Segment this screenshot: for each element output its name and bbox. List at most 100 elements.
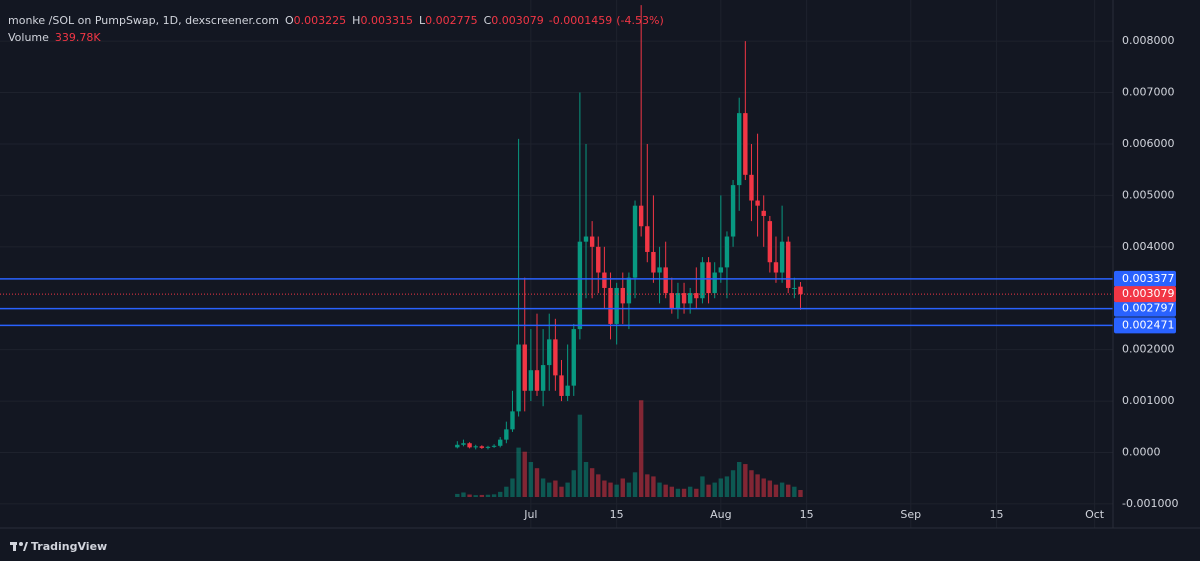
x-tick-label: Oct <box>1085 508 1105 521</box>
legend-header: monke /SOL on PumpSwap, 1D, dexscreener.… <box>8 14 664 44</box>
volume-bar <box>669 486 674 497</box>
volume-bar <box>743 464 748 497</box>
candle-body <box>638 205 644 227</box>
candle-body <box>730 185 736 237</box>
ohlc-key: H <box>352 14 360 27</box>
logo-mark <box>19 542 23 546</box>
candle-body <box>700 262 705 299</box>
candle-body <box>749 174 754 201</box>
volume-bar <box>455 493 460 497</box>
volume-bar <box>559 486 564 497</box>
candle-body <box>761 210 766 216</box>
volume-bar <box>645 474 650 497</box>
volume-bar <box>583 462 589 497</box>
x-tick-label: Sep <box>900 508 921 521</box>
candle-body <box>455 444 460 448</box>
volume-bar <box>730 470 736 497</box>
candle-body <box>510 411 515 430</box>
candle-body <box>540 365 546 391</box>
candle-body <box>565 385 570 396</box>
branding: TradingView <box>31 540 107 553</box>
price-line-label: 0.002797 <box>1122 302 1175 315</box>
volume-bar <box>540 478 546 497</box>
ohlc-value: 0.002775 <box>425 14 478 27</box>
y-tick-label: 0.001000 <box>1122 394 1175 407</box>
volume-bar <box>491 494 497 497</box>
candle-body <box>773 262 779 273</box>
y-tick-label: 0.002000 <box>1122 343 1175 356</box>
candle-body <box>602 272 607 288</box>
volume-bar <box>547 482 552 497</box>
y-tick-label: 0.004000 <box>1122 240 1175 253</box>
volume-bar <box>626 482 632 497</box>
candle-body <box>534 370 540 391</box>
price-line-badge <box>1114 270 1176 287</box>
volume-bar <box>608 482 613 497</box>
ohlc-value: 0.003315 <box>360 14 413 27</box>
volume-bar <box>773 484 779 497</box>
candle-body <box>522 344 527 391</box>
volume-bar <box>504 486 509 497</box>
volume-bar <box>528 462 534 497</box>
logo: TradingView <box>10 540 107 553</box>
volume-bar <box>761 478 766 497</box>
header-line: monke /SOL on PumpSwap, 1D, dexscreener.… <box>8 14 664 27</box>
candle-body <box>767 221 773 263</box>
volume-bar <box>779 482 785 497</box>
volume-bar <box>522 451 527 497</box>
candle-body <box>694 293 699 299</box>
y-tick-label: 0.008000 <box>1122 34 1175 47</box>
candle-body <box>491 445 497 447</box>
price-line-badge <box>1114 317 1176 334</box>
candle-body <box>504 429 509 440</box>
volume-bar <box>712 482 717 497</box>
candle-body <box>596 246 601 273</box>
candle-body <box>577 241 583 330</box>
x-tick-label: Jul <box>523 508 537 521</box>
volume-bar <box>534 468 540 497</box>
y-tick-label: 0.0000 <box>1122 445 1161 458</box>
candle-body <box>798 286 803 295</box>
volume-bar <box>651 476 656 497</box>
y-tick-label: 0.005000 <box>1122 188 1175 201</box>
change: -0.0001459 <box>549 14 612 27</box>
volume-bar <box>620 478 625 497</box>
candle-body <box>792 287 797 289</box>
chart-title: monke /SOL on PumpSwap, 1D, dexscreener.… <box>8 14 279 27</box>
x-tick-label: 15 <box>990 508 1004 521</box>
ohlc-key: L <box>419 14 426 27</box>
candle-body <box>467 443 472 448</box>
candle-body <box>589 236 595 247</box>
volume-bar <box>694 488 699 497</box>
volume-bar <box>498 491 503 497</box>
volume-bar <box>798 490 803 497</box>
candle-body <box>712 272 717 294</box>
change-pct: (-4.53%) <box>616 14 664 27</box>
grid <box>0 0 1113 528</box>
candle-body <box>657 267 662 273</box>
candle-body <box>724 236 730 268</box>
volume-bar <box>792 486 797 497</box>
x-tick-label: 15 <box>800 508 814 521</box>
volume-bar <box>718 478 724 497</box>
volume-bar <box>706 484 711 497</box>
candle-body <box>675 293 681 309</box>
y-tick-label: 0.007000 <box>1122 86 1175 99</box>
logo-mark <box>23 542 28 551</box>
candle-body <box>461 443 466 445</box>
volume-bar <box>663 484 668 497</box>
logo-mark <box>13 542 16 551</box>
volume-bar <box>553 480 558 497</box>
candle-body <box>559 375 564 396</box>
candle-body <box>479 446 485 448</box>
volume-bars <box>455 400 803 497</box>
last-price-badge <box>1114 286 1176 303</box>
volume-bar <box>589 468 595 497</box>
volume-bar <box>516 447 521 497</box>
volume-bar <box>767 480 773 497</box>
volume-bar <box>737 462 742 497</box>
candle-body <box>779 241 785 273</box>
candle-body <box>663 267 668 294</box>
candle-body <box>755 200 760 206</box>
